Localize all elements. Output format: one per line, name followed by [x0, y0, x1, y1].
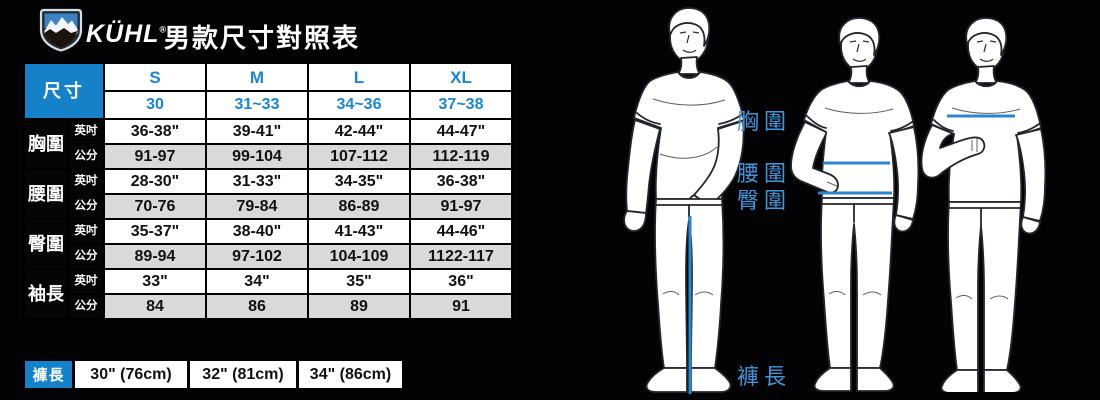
measure-cell: 86-89 [307, 193, 411, 220]
table-row: 腰圍 英吋 28-30" 31-33" 34-35" 36-38" [23, 168, 513, 220]
measure-cell: 33" [103, 268, 207, 295]
measure-cell: 28-30" [103, 168, 207, 195]
unit-cell-cm: 公分 [67, 143, 105, 170]
unit-cell-inch: 英吋 [67, 218, 105, 245]
figure-man-chest [920, 17, 1047, 392]
measure-cell: 44-46" [409, 218, 513, 245]
page-title: 男款尺寸對照表 [164, 23, 361, 53]
inseam-value-cell: 34" (86cm) [299, 361, 402, 388]
measure-cell: 70-76 [103, 193, 207, 220]
measure-cell: 104-109 [307, 243, 411, 270]
size-number-cell: 37~38 [409, 90, 513, 120]
measure-cell: 91-97 [103, 143, 207, 170]
size-number-cell: 31~33 [205, 90, 309, 120]
measure-cell: 91-97 [409, 193, 513, 220]
inseam-value-cell: 30" (76cm) [75, 361, 187, 388]
measure-cell: 31-33" [205, 168, 309, 195]
measure-cell: 35-37" [103, 218, 207, 245]
size-header-cell: S [103, 62, 207, 92]
inseam-figure-label: 褲長 [737, 364, 792, 389]
figure-man-waist-hip [790, 17, 920, 392]
measure-cell: 42-44" [307, 118, 411, 145]
measure-cell: 36" [409, 268, 513, 295]
table-row: 公分 89-94 97-102 104-109 1122-117 [24, 243, 513, 270]
measure-cell: 38-40" [205, 218, 309, 245]
waist-figure-label: 腰圍 [737, 161, 792, 186]
chest-figure-label: 胸圍 [737, 109, 792, 134]
size-table: 尺寸 S M L XL 30 31~33 34~36 37~38 胸圍 英吋 3… [23, 62, 513, 320]
category-cell-chest: 胸圍 [23, 118, 69, 170]
hip-figure-label: 臀圍 [737, 188, 792, 213]
table-row: 臀圍 英吋 35-37" 38-40" 41-43" 44-46" [23, 218, 513, 270]
measure-cell: 91 [409, 293, 513, 320]
measure-cell: 39-41" [205, 118, 309, 145]
unit-cell-cm: 公分 [67, 243, 105, 270]
table-row: 公分 70-76 79-84 86-89 91-97 [24, 193, 513, 220]
measure-cell: 89 [307, 293, 411, 320]
measure-cell: 79-84 [205, 193, 309, 220]
category-cell-sleeve: 袖長 [23, 268, 69, 320]
registered-mark: ® [159, 24, 168, 35]
table-row: 尺寸 S M L XL [23, 62, 513, 120]
table-row: 袖長 英吋 33" 34" 35" 36" [23, 268, 513, 320]
unit-cell-inch: 英吋 [67, 168, 105, 195]
measure-cell: 1122-117 [409, 243, 513, 270]
inseam-label-cell: 褲長 [25, 361, 72, 388]
size-header-cell: L [307, 62, 411, 92]
measure-cell: 107-112 [307, 143, 411, 170]
unit-cell-inch: 英吋 [67, 268, 105, 295]
brand-wordmark: KÜHL® [86, 20, 168, 48]
measure-cell: 86 [205, 293, 309, 320]
table-row: 公分 91-97 99-104 107-112 112-119 [24, 143, 513, 170]
measure-cell: 97-102 [205, 243, 309, 270]
measure-cell: 34" [205, 268, 309, 295]
category-cell-hip: 臀圍 [23, 218, 69, 270]
measure-cell: 36-38" [409, 168, 513, 195]
size-corner-cell: 尺寸 [23, 62, 105, 120]
table-row: 胸圍 英吋 36-38" 39-41" 42-44" 44-47" [23, 118, 513, 170]
size-number-cell: 30 [103, 90, 207, 120]
measure-cell: 35" [307, 268, 411, 295]
size-header-cell: XL [409, 62, 513, 92]
kuhl-shield-logo-icon [39, 8, 83, 52]
unit-cell-cm: 公分 [67, 293, 105, 320]
measure-cell: 89-94 [103, 243, 207, 270]
measure-cell: 112-119 [409, 143, 513, 170]
size-number-cell: 34~36 [307, 90, 411, 120]
measure-cell: 44-47" [409, 118, 513, 145]
unit-cell-cm: 公分 [67, 193, 105, 220]
inseam-value-cell: 32" (81cm) [190, 361, 296, 388]
table-row: 30 31~33 34~36 37~38 [24, 90, 513, 120]
figure-man-inseam [623, 7, 745, 394]
measure-cell: 99-104 [205, 143, 309, 170]
table-row: 公分 84 86 89 91 [24, 293, 513, 320]
measure-cell: 36-38" [103, 118, 207, 145]
unit-cell-inch: 英吋 [67, 118, 105, 145]
size-header-cell: M [205, 62, 309, 92]
measure-cell: 34-35" [307, 168, 411, 195]
measure-cell: 41-43" [307, 218, 411, 245]
measure-cell: 84 [103, 293, 207, 320]
inseam-row: 褲長 30" (76cm) 32" (81cm) 34" (86cm) [25, 361, 402, 388]
category-cell-waist: 腰圍 [23, 168, 69, 220]
